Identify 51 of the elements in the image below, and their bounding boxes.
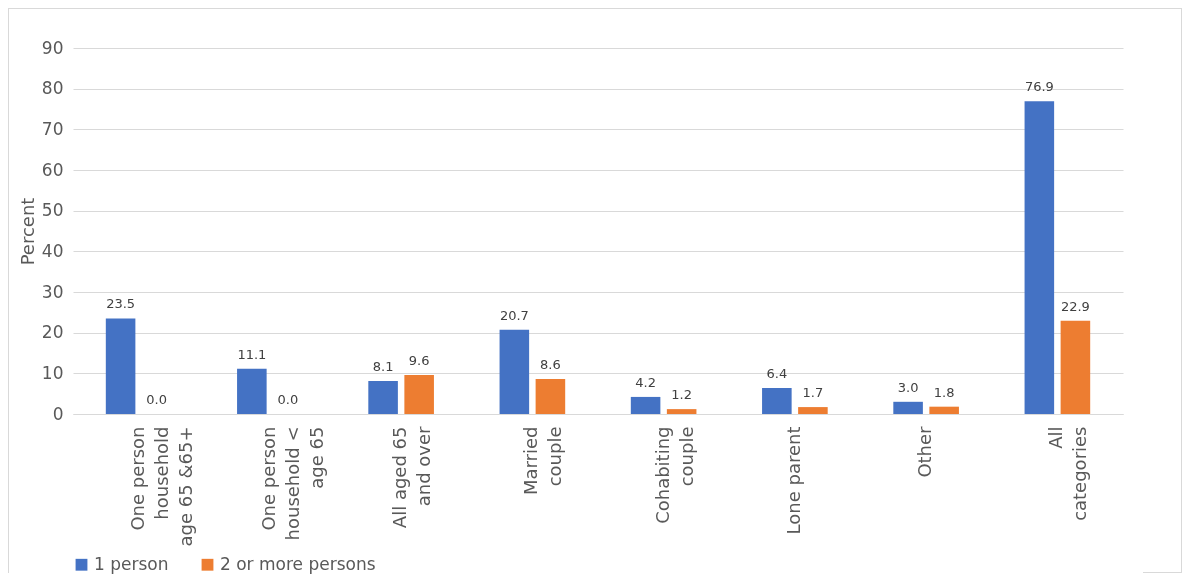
bar	[630, 396, 661, 414]
y-tick-label: 10	[41, 362, 64, 383]
bar	[535, 379, 566, 414]
x-tick-label: One person household < age 65	[257, 426, 327, 541]
bar	[1060, 320, 1091, 414]
data-label: 1.7	[802, 385, 824, 401]
x-tick-label: Other	[914, 425, 936, 478]
data-label: 0.0	[277, 392, 299, 407]
x-tick-label: All aged 65 and over	[389, 425, 435, 529]
y-tick-label: 70	[41, 118, 64, 139]
legend-label: 2 or more persons	[220, 553, 376, 574]
x-tick-label: All categories	[1045, 426, 1091, 521]
data-label: 20.7	[499, 307, 529, 323]
bar	[105, 318, 136, 414]
x-tick-label: Lone parent	[782, 426, 804, 535]
y-tick-label: 80	[41, 78, 64, 99]
y-tick-label: 0	[52, 403, 64, 424]
bar	[666, 409, 697, 414]
data-label: 22.9	[1060, 298, 1090, 314]
legend-label: 1 person	[94, 553, 169, 574]
data-label: 23.5	[106, 296, 136, 312]
bar	[929, 406, 959, 414]
y-tick-label: 50	[41, 200, 64, 221]
y-tick-label: 20	[41, 322, 64, 343]
data-label: 8.6	[540, 357, 561, 373]
y-tick-label: 90	[41, 37, 64, 58]
data-label: 4.2	[635, 374, 656, 390]
data-label: 3.0	[897, 379, 919, 395]
y-tick-label: 60	[41, 159, 64, 180]
y-axis-title: Percent	[16, 197, 38, 266]
data-label: 9.6	[408, 352, 430, 368]
data-label: 8.1	[372, 359, 394, 375]
bar	[404, 374, 434, 414]
data-label: 1.8	[933, 384, 955, 400]
x-tick-label: Married couple	[520, 426, 566, 496]
bar	[1024, 101, 1055, 414]
data-label: 1.2	[671, 387, 692, 403]
data-label: 6.4	[766, 365, 788, 381]
bar	[762, 387, 792, 414]
x-tick-label: Cohabiting couple	[651, 426, 697, 524]
bar	[368, 381, 398, 414]
bar	[237, 368, 267, 414]
bar	[893, 401, 923, 414]
x-tick-label: One person household age 65 &65+	[126, 426, 196, 547]
bar	[499, 329, 530, 414]
bar	[798, 407, 828, 414]
data-label: 11.1	[237, 346, 267, 362]
y-tick-label: 30	[41, 281, 64, 302]
data-label: 76.9	[1024, 79, 1054, 95]
y-tick-label: 40	[41, 240, 64, 261]
data-label: 0.0	[146, 392, 167, 407]
